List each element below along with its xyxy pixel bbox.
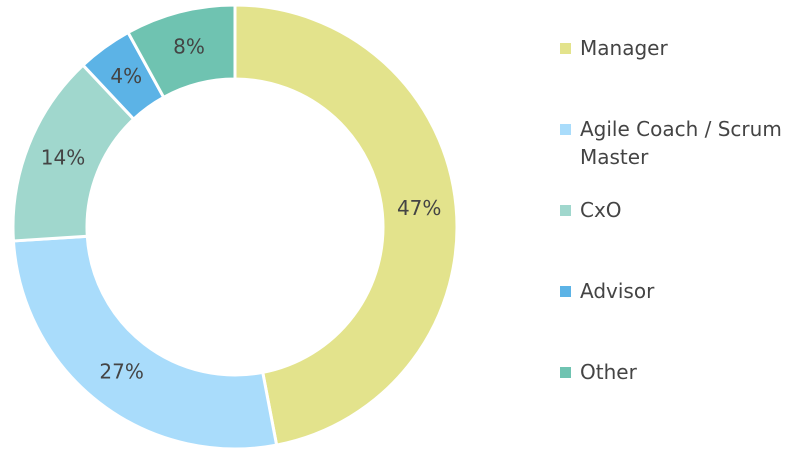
data-label: 27%: [99, 360, 143, 384]
legend-label: Other: [580, 360, 637, 384]
data-label: 47%: [397, 196, 441, 220]
slice: [126, 3, 237, 100]
legend-swatch: [560, 367, 571, 378]
chart: 47% 27% 14% 4% 8%: [11, 3, 459, 450]
legend-swatch: [560, 205, 571, 216]
legend-item: Manager: [560, 34, 800, 62]
legend-label: CxO: [580, 198, 622, 222]
data-label: 8%: [173, 34, 205, 58]
slice: [11, 234, 279, 450]
legend-item: CxO: [560, 196, 800, 224]
legend-swatch: [560, 286, 571, 297]
data-label: 4%: [110, 64, 142, 88]
slice: [233, 3, 459, 447]
legend-label: Advisor: [580, 279, 655, 303]
data-label: 14%: [41, 145, 85, 169]
legend-item: Advisor: [560, 277, 800, 305]
legend-item: Agile Coach / Scrum Master: [560, 115, 800, 171]
legend-swatch: [560, 43, 571, 54]
legend-item: Other: [560, 358, 800, 386]
legend-label: Agile Coach / Scrum Master: [580, 117, 782, 169]
legend-swatch: [560, 124, 571, 135]
legend-label: Manager: [580, 36, 668, 60]
